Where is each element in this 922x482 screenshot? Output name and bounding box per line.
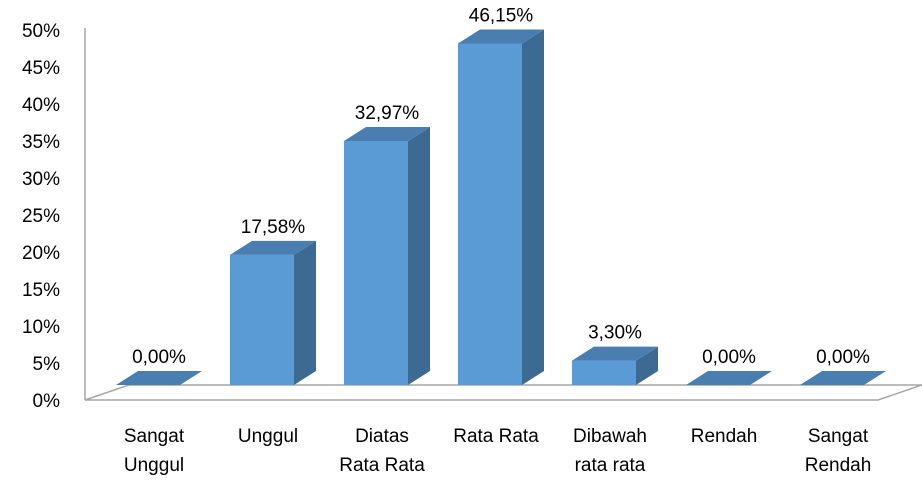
x-category-label: Sangat Unggul bbox=[124, 426, 185, 476]
bar-side bbox=[408, 127, 430, 385]
x-category-label-line: Rendah bbox=[805, 455, 872, 476]
y-tick-label: 50% bbox=[22, 21, 60, 42]
bar bbox=[800, 371, 886, 385]
x-category-label-line: Sangat bbox=[808, 426, 869, 447]
x-category-label-line: Dibawah bbox=[573, 426, 647, 447]
bar-front bbox=[230, 254, 294, 385]
bar bbox=[686, 371, 772, 385]
x-category-label: Sangat Rendah bbox=[805, 426, 872, 476]
bar-top bbox=[458, 29, 544, 44]
data-label: 32,97% bbox=[355, 103, 420, 124]
bar bbox=[572, 346, 658, 385]
y-tick-label: 20% bbox=[22, 243, 60, 264]
bar-top bbox=[800, 371, 886, 385]
bar-front bbox=[572, 360, 636, 385]
x-category-label: Rata Rata bbox=[453, 426, 539, 447]
bar-side bbox=[522, 29, 544, 386]
bar-side bbox=[294, 240, 316, 385]
bar-front bbox=[344, 141, 408, 385]
data-label: 0,00% bbox=[132, 347, 186, 368]
bar-front bbox=[458, 43, 522, 386]
chart-floor bbox=[84, 384, 922, 401]
y-tick-label: 15% bbox=[22, 280, 60, 301]
y-tick-label: 25% bbox=[22, 206, 60, 227]
x-category-label-line: Unggul bbox=[124, 455, 184, 476]
x-category-label-line: Sangat bbox=[124, 426, 185, 447]
x-category-label-line: Rendah bbox=[691, 426, 758, 447]
x-category-label: Dibawah rata rata bbox=[573, 426, 647, 476]
data-label: 0,00% bbox=[816, 347, 870, 368]
y-tick-label: 35% bbox=[22, 132, 60, 153]
bar bbox=[344, 127, 430, 385]
bar bbox=[116, 371, 202, 385]
y-tick-label: 5% bbox=[33, 354, 61, 375]
bar-top bbox=[116, 371, 202, 385]
x-category-label: Diatas Rata Rata bbox=[339, 426, 425, 476]
bar-side bbox=[636, 346, 658, 385]
x-category-label-line: Unggul bbox=[238, 426, 298, 447]
bar bbox=[458, 29, 544, 386]
x-category-label-line: Rata Rata bbox=[339, 455, 425, 476]
data-label: 0,00% bbox=[702, 347, 756, 368]
bar bbox=[230, 240, 316, 385]
bar-top bbox=[686, 371, 772, 385]
y-tick-label: 10% bbox=[22, 317, 60, 338]
bar-top bbox=[572, 346, 658, 361]
bar-top bbox=[230, 240, 316, 255]
bar-top bbox=[344, 127, 430, 142]
x-category-label: Unggul bbox=[238, 426, 298, 447]
data-label: 17,58% bbox=[241, 217, 306, 238]
y-tick-label: 40% bbox=[22, 95, 60, 116]
x-category-label-line: rata rata bbox=[575, 455, 646, 476]
x-category-label-line: Rata Rata bbox=[453, 426, 539, 447]
y-tick-label: 0% bbox=[33, 391, 61, 412]
chart-labels: 0% 5% 10% 15% 20% 25% 30% 35% 40% 45% 50% 0,00% 17,5… bbox=[22, 5, 871, 476]
data-label: 3,30% bbox=[588, 323, 642, 344]
y-tick-label: 30% bbox=[22, 169, 60, 190]
chart-bars bbox=[116, 29, 886, 386]
x-category-label: Rendah bbox=[691, 426, 758, 447]
chart-floor-plane bbox=[84, 384, 922, 401]
x-category-label-line: Diatas bbox=[355, 426, 409, 447]
data-label: 46,15% bbox=[469, 5, 534, 26]
y-tick-label: 45% bbox=[22, 58, 60, 79]
